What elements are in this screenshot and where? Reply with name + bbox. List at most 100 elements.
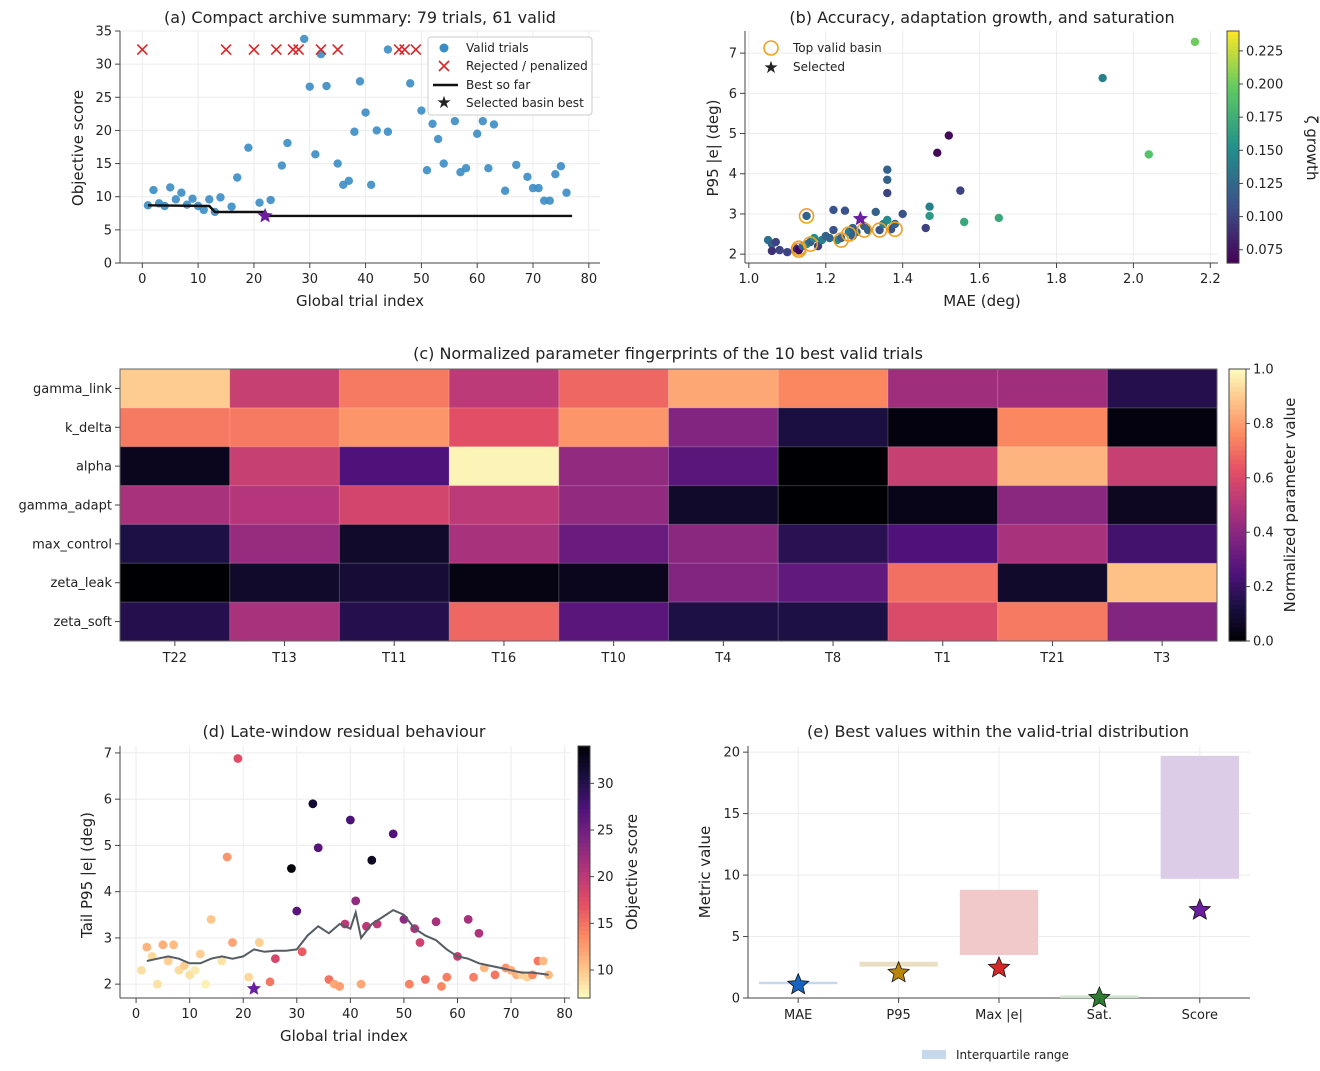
valid-trial-point [188,194,197,203]
column-label: T4 [714,651,731,666]
valid-trial-point [316,50,326,59]
trial-point [883,165,892,174]
d-colorbar-segment [578,754,590,760]
heatmap-cell [120,407,231,448]
trial-point [404,979,414,989]
heatmap-cell [997,563,1108,603]
b-colorbar-segment [1227,85,1239,90]
d-colorbar-segment [578,972,590,978]
panel-a-legend-frame [427,36,593,116]
best-value-star [1087,985,1111,1008]
d-colorbar-segment [578,762,590,768]
heatmap-cell [1107,602,1218,642]
b-colorbar-segment [1227,158,1239,164]
d-colorbar-segment [578,876,590,881]
b-colorbar-tick-label: 0.175 [1246,111,1283,126]
c-colorbar-segment [1229,369,1246,375]
heatmap-cell [120,602,231,642]
heatmap-cell [887,563,999,603]
y-tick-label: 0 [732,992,740,1007]
trial-point [313,843,323,853]
d-colorbar-tick-label: 20 [597,870,614,885]
panel-b-scatter: (b) Accuracy, adaptation growth, and sat… [704,8,1320,310]
heatmap-cell [449,524,560,564]
b-colorbar-segment [1227,58,1239,63]
d-colorbar-segment [578,821,590,827]
heatmap-cell [668,369,779,409]
rejected-trial-marker [393,43,405,56]
panel-b-xlabel: MAE (deg) [943,292,1020,310]
legend-valid-label: Valid trials [466,41,529,55]
panel-a-scatter: (a) Compact archive summary: 79 trials, … [69,8,600,310]
valid-trial-point [322,81,331,91]
c-colorbar-segment [1229,468,1246,474]
valid-trial-point [166,183,175,192]
valid-trial-point [177,188,186,197]
valid-trial-point [556,162,566,171]
b-colorbar-segment [1227,239,1239,245]
b-colorbar-frame [1226,30,1240,264]
valid-trial-point [545,196,554,205]
b-colorbar-tick-label: 0.150 [1246,144,1283,159]
c-colorbar-segment [1229,559,1246,565]
b-colorbar-tick-label: 0.075 [1246,243,1283,258]
panel-b-colorbar-label: ζ growth [1303,115,1320,180]
trial-point [233,754,243,763]
heatmap-cell [449,369,560,409]
trial-point [222,852,232,862]
heatmap-cell [668,524,779,564]
trial-point [228,938,237,947]
b-colorbar-segment [1227,235,1239,241]
x-tick-label: 80 [556,1007,573,1022]
valid-trial-point [227,202,236,211]
trial-point [474,928,484,938]
top-basin-ring [887,221,903,238]
d-colorbar-tick-label: 10 [597,964,614,979]
legend-selected-star-icon: ★ [436,93,451,113]
c-colorbar-segment [1229,636,1246,642]
d-colorbar-segment [578,985,590,991]
panel-b-legend: Top valid basin ★ Selected [763,40,882,78]
b-colorbar-segment [1227,73,1239,78]
c-colorbar-segment [1229,550,1246,556]
c-colorbar-segment [1229,527,1246,533]
trial-point [437,982,446,991]
c-colorbar-segment [1229,459,1246,465]
b-colorbar-segment [1227,251,1239,256]
b-colorbar-segment [1227,177,1239,183]
panel-c-colorbar: 0.0 0.2 0.4 0.6 0.8 1.0 [1228,363,1274,650]
d-colorbar-segment [578,926,590,932]
trial-point [538,956,548,966]
heatmap-cell [449,485,560,525]
valid-trial-point [500,186,510,195]
y-tick-label: 10 [723,869,740,884]
x-tick-label: 2.0 [1123,272,1144,287]
y-tick-label: 2 [104,978,112,993]
top-basin-ring [802,236,819,252]
trial-point [153,979,162,989]
x-tick-label: 70 [503,1007,520,1022]
d-colorbar-segment [578,968,590,974]
d-colorbar-segment [578,951,590,957]
c-colorbar-segment [1229,541,1246,547]
legend-top-basin-marker [763,40,779,56]
trial-point [944,131,954,140]
best-so-far-line [147,204,573,218]
trial-point [883,215,892,225]
c-colorbar-segment [1229,378,1246,384]
trial-point [442,972,452,982]
panel-d-scatter: (d) Late-window residual behaviour Globa… [78,722,641,1045]
heatmap-cell [229,602,340,642]
b-colorbar-segment [1227,116,1239,121]
y-tick-label: 20 [95,124,112,139]
trial-point [1098,73,1107,83]
heatmap-cell [1107,369,1218,409]
b-colorbar-segment [1227,154,1239,160]
legend-rejected-marker [438,60,450,72]
column-label: T10 [600,651,625,666]
heatmap-cell [339,369,450,409]
selected-star [852,210,868,226]
heatmap-cell [887,369,999,409]
d-colorbar-segment [578,909,590,915]
heatmap-cell [339,446,450,487]
